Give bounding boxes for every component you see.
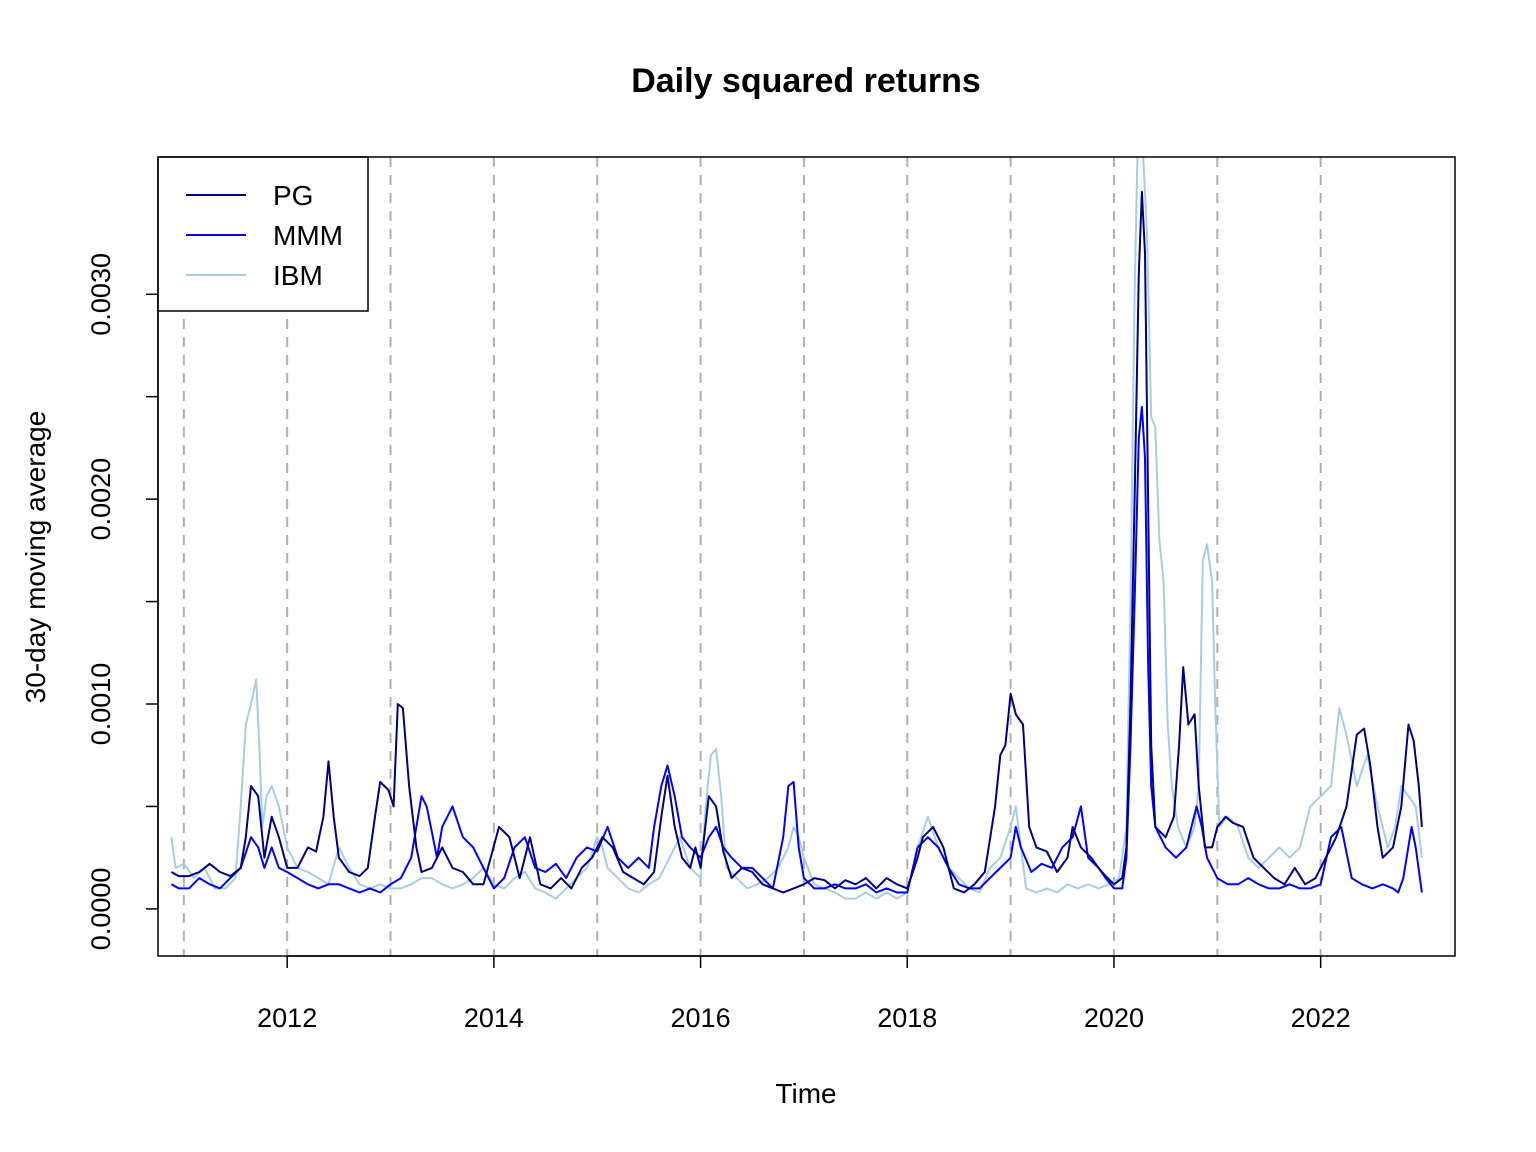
series-layer bbox=[170, 157, 1423, 900]
x-tick-label: 2020 bbox=[1084, 1003, 1144, 1033]
grid-layer bbox=[182, 157, 1322, 956]
series-line-ibm bbox=[170, 157, 1423, 900]
x-tick-label: 2016 bbox=[671, 1003, 731, 1033]
x-axis-label: Time bbox=[775, 1078, 836, 1109]
series-line-pg bbox=[170, 190, 1423, 894]
series-line-mmm bbox=[170, 405, 1423, 894]
x-tick-label: 2014 bbox=[464, 1003, 524, 1033]
plot-frame bbox=[157, 156, 1456, 957]
legend-label-ibm: IBM bbox=[273, 260, 323, 291]
x-tick-label: 2018 bbox=[877, 1003, 937, 1033]
legend-label-pg: PG bbox=[273, 180, 313, 211]
x-tick-label: 2022 bbox=[1291, 1003, 1351, 1033]
y-tick-label: 0.0030 bbox=[86, 253, 116, 336]
y-tick-label: 0.0010 bbox=[86, 663, 116, 746]
axis-layer: 2012 2014 2016 2018 2020 2022 0.0000 0.0010 0.00… bbox=[86, 253, 1351, 1033]
chart-title: Daily squared returns bbox=[631, 62, 981, 100]
legend: PG MMM IBM bbox=[157, 156, 369, 312]
x-tick-label: 2012 bbox=[257, 1003, 317, 1033]
y-axis-label: 30-day moving average bbox=[20, 411, 51, 704]
y-tick-label: 0.0020 bbox=[86, 458, 116, 541]
y-tick-label: 0.0000 bbox=[86, 868, 116, 951]
legend-label-mmm: MMM bbox=[273, 220, 343, 251]
